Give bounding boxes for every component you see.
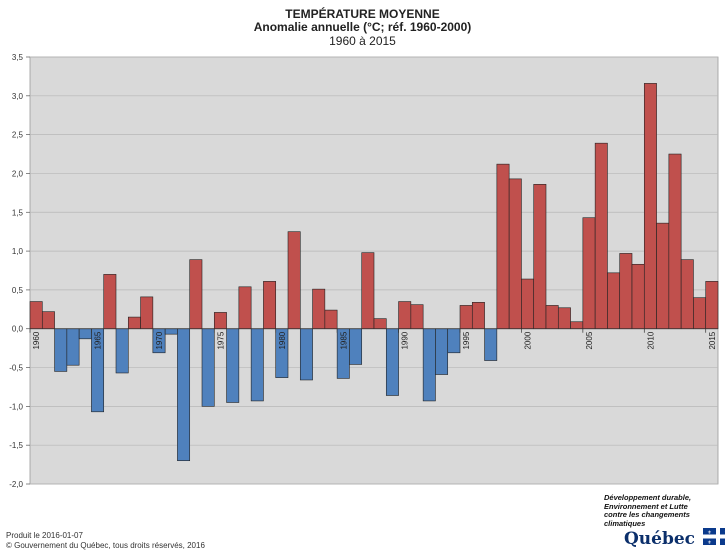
y-tick-label: -0,5	[9, 364, 23, 373]
bar-1981	[287, 231, 301, 330]
bar-1968	[127, 316, 141, 330]
x-tick-label: 2005	[585, 331, 594, 349]
y-tick-label: -2,0	[9, 480, 23, 489]
bar-1995	[459, 305, 473, 330]
bar-2011	[656, 222, 670, 330]
bar-2004	[570, 321, 584, 330]
bar-2014	[693, 297, 707, 330]
bar-1986	[349, 328, 363, 365]
quebec-brand: Développement durable, Environnement et …	[604, 493, 725, 549]
svg-text:⚜: ⚜	[707, 540, 711, 545]
fleur-de-lys-flag-icon: ⚜ ⚜ ⚜ ⚜	[702, 528, 725, 550]
bar-1969	[140, 296, 154, 330]
bar-1961	[41, 311, 55, 330]
bar-2015	[705, 281, 719, 330]
bar-1998	[496, 163, 510, 330]
bar-1971	[164, 328, 178, 335]
x-tick-label: 1960	[32, 331, 41, 349]
x-tick-label: 1970	[155, 331, 164, 349]
y-tick-label: 3,0	[12, 92, 24, 101]
bar-1988	[373, 318, 387, 330]
x-tick-label: 1965	[94, 331, 103, 349]
chart-title: TEMPÉRATURE MOYENNE	[285, 7, 440, 21]
bar-1977	[238, 286, 252, 330]
x-tick-label: 1985	[339, 331, 348, 349]
bar-1962	[54, 328, 68, 372]
bar-2013	[680, 259, 694, 330]
bar-2010	[643, 83, 657, 330]
bar-2001	[533, 184, 547, 330]
y-tick-label: 2,0	[12, 169, 24, 178]
bar-1997	[484, 328, 498, 361]
bar-1984	[324, 309, 338, 330]
bar-1991	[410, 304, 424, 330]
y-axis-ticks: 3,5 3,0 2,5 2,0 1,5 1,0 0,5 0,0 -0,5 -1,0 -1,5 -2,0	[9, 53, 30, 489]
bar-1960	[29, 301, 43, 330]
bar-1973	[189, 259, 203, 330]
x-tick-label: 2010	[646, 331, 655, 349]
bar-2002	[545, 305, 559, 330]
bar-1966	[103, 274, 117, 330]
bar-2008	[619, 253, 633, 330]
bar-1974	[201, 328, 215, 407]
bar-1994	[447, 328, 461, 354]
chart-subtitle: Anomalie annuelle (°C; réf. 1960-2000)	[253, 20, 472, 34]
x-tick-label: 2015	[708, 331, 717, 349]
y-tick-label: 0,0	[12, 325, 24, 334]
y-tick-label: 2,5	[12, 131, 24, 140]
bar-2006	[594, 142, 608, 330]
bar-1964	[78, 328, 92, 340]
ministry-line-1: Développement durable,	[604, 493, 692, 502]
ministry-line-4: climatiques	[604, 518, 646, 528]
bars-group	[29, 83, 719, 462]
ministry-line-2: Environnement et Lutte	[604, 501, 688, 511]
bar-2000	[521, 278, 535, 330]
x-tick-label: 2000	[524, 331, 533, 349]
bar-1987	[361, 252, 375, 330]
footer-produced: Produit le 2016-01-07	[6, 531, 83, 540]
bar-1967	[115, 328, 129, 374]
bar-1976	[226, 328, 240, 403]
svg-text:⚜: ⚜	[724, 530, 725, 536]
x-axis-ticks: 1960 1965 1970 1975 1980 1985 1990 1995 2000 2005…	[29, 328, 717, 350]
svg-text:⚜: ⚜	[724, 540, 725, 545]
x-tick-label: 1995	[462, 331, 471, 349]
bar-1972	[177, 328, 191, 462]
footer-copyright: © Gouvernement du Québec, tous droits ré…	[6, 541, 205, 550]
bar-2003	[557, 307, 571, 330]
bar-1983	[312, 288, 326, 330]
bar-1999	[508, 178, 522, 330]
bar-1963	[66, 328, 80, 366]
chart-period: 1960 à 2015	[329, 34, 396, 48]
ministry-line-3: contre les changements	[604, 510, 690, 519]
y-tick-label: -1,0	[9, 402, 23, 411]
bar-1979	[263, 281, 277, 330]
x-tick-label: 1990	[401, 331, 410, 349]
x-tick-label: 1980	[278, 331, 287, 349]
y-tick-label: 3,5	[12, 53, 24, 62]
bar-2012	[668, 153, 682, 330]
svg-text:⚜: ⚜	[707, 530, 711, 536]
bar-2009	[631, 263, 645, 330]
y-tick-label: 1,0	[12, 247, 24, 256]
y-tick-label: 0,5	[12, 286, 24, 295]
bar-1975	[213, 312, 227, 330]
bar-1992	[422, 328, 436, 402]
bar-1982	[299, 328, 313, 381]
y-tick-label: 1,5	[12, 208, 24, 217]
x-tick-label: 1975	[216, 331, 225, 349]
bar-1978	[250, 328, 264, 402]
bar-1993	[435, 328, 449, 375]
bar-1990	[398, 301, 412, 330]
bar-1996	[471, 302, 485, 330]
bar-2007	[607, 272, 621, 330]
chart-title-block: TEMPÉRATURE MOYENNE Anomalie annuelle (°…	[0, 7, 725, 49]
bar-1989	[385, 328, 399, 396]
quebec-wordmark: Québec	[624, 529, 696, 549]
bar-2005	[582, 217, 596, 330]
y-tick-label: -1,5	[9, 441, 23, 450]
